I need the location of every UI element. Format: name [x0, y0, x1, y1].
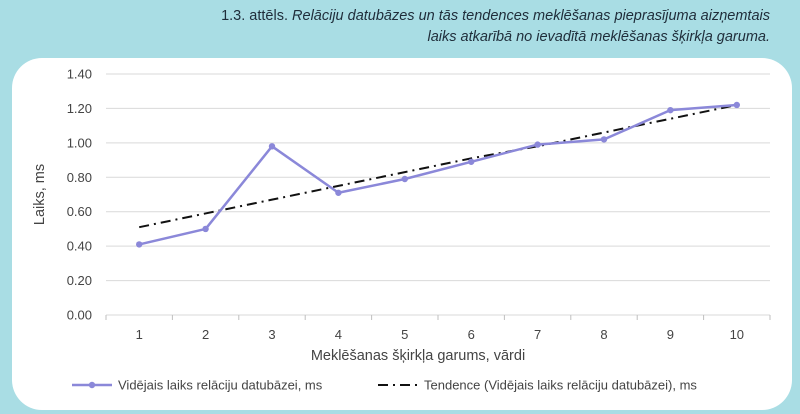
x-tick-label: 8 [600, 327, 607, 342]
x-tick-label: 5 [401, 327, 408, 342]
chart-panel [12, 58, 792, 410]
data-point [534, 141, 541, 148]
x-axis-title: Meklēšanas šķirkļa garums, vārdi [311, 348, 525, 364]
data-point [401, 175, 408, 183]
legend-series-marker [88, 381, 96, 389]
data-point [667, 106, 674, 114]
y-axis-title: Laiks, ms [32, 164, 48, 225]
figure-caption: 1.3. attēls. Relāciju datubāzes un tās t… [130, 6, 770, 48]
x-tick-label: 9 [667, 327, 674, 342]
data-point [733, 101, 740, 109]
caption-text-1: Relāciju datubāzes un tās tendences mekl… [292, 8, 770, 24]
y-tick-label: 0.40 [67, 239, 92, 254]
data-point [335, 189, 342, 196]
x-tick-label: 3 [268, 327, 275, 342]
y-tick-label: 1.00 [67, 135, 92, 150]
y-tick-label: 0.60 [67, 204, 92, 219]
trend-line [138, 104, 738, 229]
data-point [268, 143, 276, 150]
x-tick-label: 10 [730, 327, 744, 342]
x-tick-label: 4 [335, 327, 342, 342]
y-tick-label: 1.20 [67, 101, 92, 116]
y-tick-label: 1.40 [67, 67, 92, 82]
x-tick-label: 1 [136, 327, 143, 342]
legend-series-label: Vidējais laiks relāciju datubāzei, ms [118, 378, 323, 393]
y-tick-label: 0.00 [67, 308, 92, 323]
legend-trend-label: Tendence (Vidējais laiks relāciju datubā… [424, 378, 697, 393]
caption-line-1: 1.3. attēls. Relāciju datubāzes un tās t… [130, 6, 770, 27]
data-point [600, 136, 608, 143]
series-line [138, 103, 737, 246]
caption-text-2: laiks atkarībā no ievadītā meklēšanas šķ… [427, 29, 770, 45]
caption-number: 1.3. attēls. [221, 8, 288, 24]
data-point [136, 241, 143, 248]
x-tick-label: 2 [202, 327, 209, 342]
data-point [468, 158, 475, 165]
data-point [202, 225, 209, 233]
y-tick-label: 0.20 [67, 273, 92, 288]
x-tick-label: 7 [534, 327, 541, 342]
x-tick-label: 6 [468, 327, 475, 342]
y-tick-label: 0.80 [67, 170, 92, 185]
